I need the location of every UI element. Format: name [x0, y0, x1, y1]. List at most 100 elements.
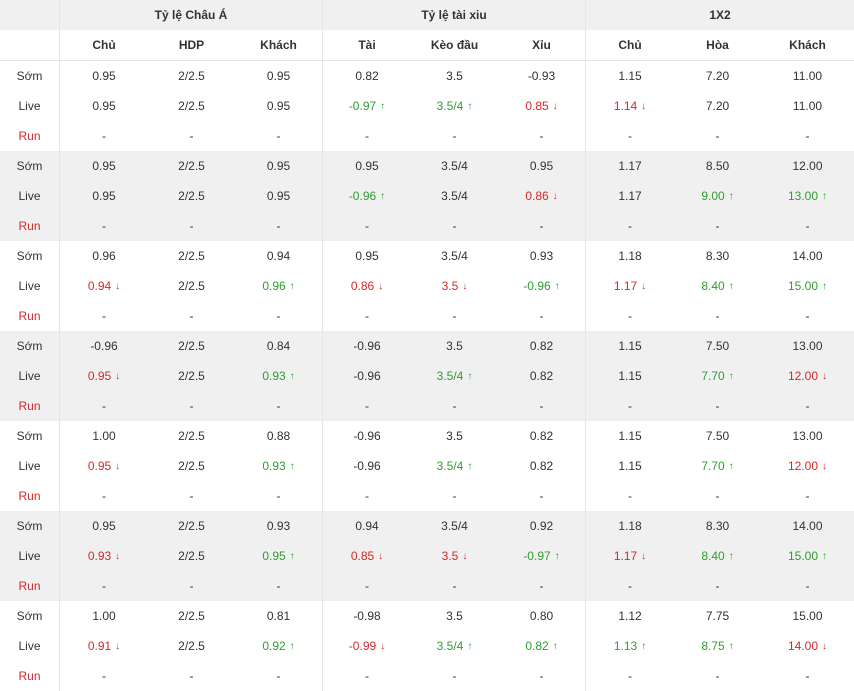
odds-cell-hdp: -: [148, 211, 235, 241]
odds-value: 3.5: [446, 69, 463, 83]
odds-cell-away-win: 11.00: [761, 61, 854, 91]
odds-cell-draw: 7.20: [674, 91, 761, 121]
odds-cell-away-win: 14.00: [761, 241, 854, 271]
odds-value: -: [365, 129, 369, 143]
odds-cell-under: -0.96 ↑: [498, 271, 586, 301]
arrow-down-icon: ↓: [552, 190, 558, 202]
group-header-row: Tỷ lệ Châu Á Tỷ lệ tài xiu 1X2: [0, 0, 854, 30]
arrow-down-icon: ↓: [822, 370, 828, 382]
odds-cell-home-win: -: [586, 121, 674, 151]
odds-cell-home-win: -: [586, 301, 674, 331]
odds-cell-over: -0.96 ↑: [323, 181, 411, 211]
odds-cell-draw: 7.50: [674, 421, 761, 451]
odds-value: 0.86: [525, 189, 549, 203]
odds-cell-draw: 7.70 ↑: [674, 451, 761, 481]
corner-cell: [0, 0, 60, 30]
arrow-down-icon: ↓: [115, 280, 121, 292]
odds-cell-home-win: 1.15: [586, 361, 674, 391]
odds-row-run: Run - - - - - - - - -: [0, 211, 854, 241]
odds-cell-away: 0.95: [235, 91, 323, 121]
odds-value: 0.91: [87, 639, 112, 653]
odds-cell-draw: 7.75: [674, 601, 761, 631]
row-label-live: Live: [0, 91, 60, 121]
odds-cell-hdp: 2/2.5: [148, 241, 235, 271]
odds-value: 15.00: [792, 609, 823, 623]
odds-value: 0.95: [92, 99, 116, 113]
odds-row-run: Run - - - - - - - - -: [0, 481, 854, 511]
odds-value: 0.95: [266, 69, 291, 83]
odds-value: 7.70: [701, 459, 725, 473]
odds-cell-over: -0.96: [323, 361, 411, 391]
odds-cell-hdp: 2/2.5: [148, 541, 235, 571]
odds-value: 1.17: [618, 159, 642, 173]
odds-value: 0.93: [266, 519, 291, 533]
col-header-home-win: Chủ: [618, 38, 642, 52]
odds-cell-home-win: -: [586, 571, 674, 601]
arrow-up-icon: ↑: [467, 460, 473, 472]
odds-row-live: Live 0.95 2/2.5 0.95 -0.96 ↑ 3.5/4 0.86 ↓ 1.17 9.0…: [0, 181, 854, 211]
odds-cell-over: -: [323, 661, 411, 691]
odds-value: -: [452, 579, 457, 593]
odds-value: -: [102, 489, 106, 503]
odds-value: -0.93: [527, 69, 556, 83]
row-label-early: Sớm: [0, 511, 60, 541]
odds-cell-hdp: 2/2.5: [148, 361, 235, 391]
row-label-live: Live: [0, 541, 60, 571]
arrow-down-icon: ↓: [378, 550, 384, 562]
odds-value: -0.96: [90, 339, 118, 353]
odds-value: -: [102, 219, 106, 233]
odds-value: 0.95: [355, 159, 379, 173]
odds-value: 1.18: [618, 519, 642, 533]
odds-value: 0.95: [355, 249, 379, 263]
odds-cell-line: 3.5/4 ↑: [411, 631, 498, 661]
odds-cell-away-win: 13.00 ↑: [761, 181, 854, 211]
odds-cell-under: 0.93: [498, 241, 586, 271]
odds-value: 3.5: [441, 279, 459, 293]
arrow-up-icon: ↑: [728, 460, 734, 472]
odds-value: -: [628, 129, 632, 143]
odds-value: -: [805, 219, 810, 233]
odds-cell-under: -: [498, 301, 586, 331]
odds-cell-away-win: 13.00: [761, 331, 854, 361]
odds-value: -: [452, 489, 457, 503]
odds-cell-away: -: [235, 301, 323, 331]
odds-value: 3.5: [446, 339, 463, 353]
arrow-down-icon: ↓: [641, 280, 647, 292]
odds-cell-away-win: -: [761, 121, 854, 151]
odds-cell-draw: 9.00 ↑: [674, 181, 761, 211]
odds-row-live: Live 0.94 ↓ 2/2.5 0.96 ↑ 0.86 ↓ 3.5 ↓ -0.96 ↑ 1.17 ↓ 8…: [0, 271, 854, 301]
odds-cell-under: -: [498, 661, 586, 691]
odds-value: -: [365, 669, 369, 683]
odds-cell-under: 0.82: [498, 451, 586, 481]
group-1x2: 1X2: [709, 8, 731, 22]
odds-cell-under: 0.82 ↑: [498, 631, 586, 661]
odds-value: -: [628, 579, 632, 593]
odds-value: -: [628, 669, 632, 683]
odds-value: 0.85: [350, 549, 375, 563]
odds-cell-line: -: [411, 121, 498, 151]
odds-value: -: [189, 129, 194, 143]
odds-cell-away-win: 15.00 ↑: [761, 271, 854, 301]
odds-value: 3.5/4: [441, 249, 468, 263]
odds-value: 1.15: [618, 369, 642, 383]
odds-cell-over: -: [323, 481, 411, 511]
odds-value: -0.98: [353, 609, 381, 623]
odds-cell-draw: -: [674, 301, 761, 331]
odds-value: -: [365, 489, 369, 503]
odds-value: -: [805, 579, 810, 593]
odds-value: -: [276, 219, 281, 233]
odds-value: -: [189, 399, 194, 413]
odds-cell-away-win: -: [761, 301, 854, 331]
odds-value: 0.92: [529, 519, 554, 533]
odds-cell-under: -: [498, 571, 586, 601]
odds-cell-draw: -: [674, 121, 761, 151]
odds-value: 8.50: [705, 159, 730, 173]
odds-value: 0.94: [266, 249, 291, 263]
odds-cell-over: -0.97 ↑: [323, 91, 411, 121]
odds-cell-line: 3.5/4: [411, 511, 498, 541]
odds-value: 0.84: [266, 339, 291, 353]
odds-value: -: [539, 399, 544, 413]
odds-value: 8.75: [701, 639, 725, 653]
odds-value: 0.93: [262, 459, 286, 473]
odds-cell-hdp: -: [148, 391, 235, 421]
